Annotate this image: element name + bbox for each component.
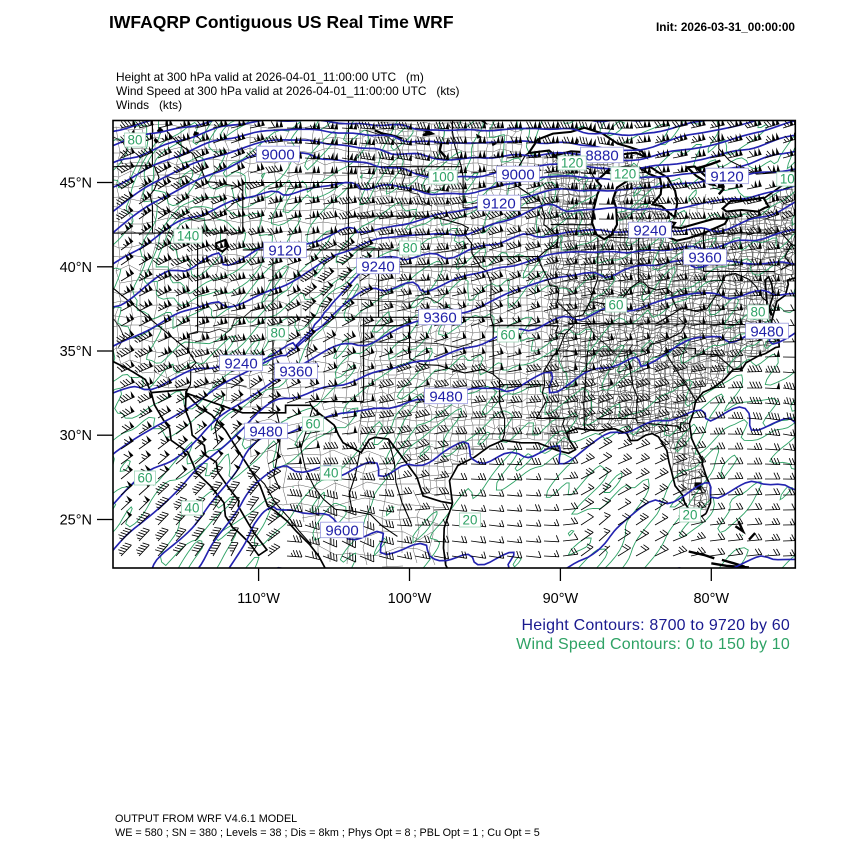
svg-text:25°N: 25°N: [60, 513, 92, 529]
svg-text:80: 80: [128, 133, 143, 148]
svg-text:Wind Speed Contours: 0 to 150: Wind Speed Contours: 0 to 150 by 10: [516, 636, 790, 653]
svg-text:35°N: 35°N: [60, 344, 92, 360]
svg-text:9480: 9480: [249, 423, 282, 440]
svg-text:140: 140: [177, 229, 199, 244]
svg-text:80: 80: [271, 326, 286, 341]
svg-text:60: 60: [138, 471, 153, 486]
svg-text:9240: 9240: [224, 355, 257, 372]
svg-text:45°N: 45°N: [60, 176, 92, 192]
svg-text:80: 80: [403, 241, 418, 256]
svg-text:9240: 9240: [633, 222, 666, 239]
svg-text:9240: 9240: [361, 258, 394, 275]
svg-text:OUTPUT FROM WRF V4.6.1 MODEL: OUTPUT FROM WRF V4.6.1 MODEL: [115, 813, 297, 825]
svg-text:30°N: 30°N: [60, 428, 92, 444]
svg-text:WE = 580 ; SN = 380 ; Levels =: WE = 580 ; SN = 380 ; Levels = 38 ; Dis …: [115, 827, 540, 839]
svg-text:100: 100: [432, 170, 454, 185]
svg-text:9120: 9120: [710, 168, 743, 185]
svg-text:IWFAQRP Contiguous US Real Tim: IWFAQRP Contiguous US Real Time WRF: [109, 12, 454, 32]
svg-text:9480: 9480: [750, 323, 783, 340]
svg-text:Wind Speed at 300 hPa valid at: Wind Speed at 300 hPa valid at 2026-04-0…: [116, 84, 460, 98]
svg-text:9120: 9120: [268, 242, 301, 259]
svg-text:20: 20: [463, 513, 478, 528]
svg-text:9600: 9600: [325, 522, 358, 539]
svg-text:9360: 9360: [688, 249, 721, 266]
svg-text:80: 80: [751, 305, 766, 320]
svg-text:8880: 8880: [585, 147, 618, 164]
svg-text:110°W: 110°W: [237, 591, 280, 607]
svg-text:Winds (kts): Winds (kts): [116, 98, 182, 112]
svg-text:100: 100: [780, 172, 802, 187]
svg-text:120: 120: [614, 167, 636, 182]
svg-text:120: 120: [561, 156, 583, 171]
svg-text:60: 60: [501, 328, 516, 343]
svg-text:9360: 9360: [423, 309, 456, 326]
svg-text:9120: 9120: [482, 195, 515, 212]
svg-text:Height Contours: 8700 to 9720: Height Contours: 8700 to 9720 by 60: [521, 617, 790, 634]
svg-text:9480: 9480: [429, 388, 462, 405]
svg-text:100°W: 100°W: [388, 591, 432, 607]
svg-text:9000: 9000: [261, 146, 294, 163]
svg-text:9360: 9360: [279, 363, 312, 380]
svg-text:Height at 300 hPa valid at 202: Height at 300 hPa valid at 2026-04-01_11…: [116, 70, 424, 84]
svg-text:9000: 9000: [501, 166, 534, 183]
svg-text:90°W: 90°W: [543, 591, 579, 607]
svg-text:60: 60: [306, 417, 321, 432]
svg-text:Init: 2026-03-31_00:00:00: Init: 2026-03-31_00:00:00: [656, 20, 795, 34]
svg-text:80°W: 80°W: [693, 591, 729, 607]
svg-text:40°N: 40°N: [60, 260, 92, 276]
svg-text:40: 40: [324, 466, 339, 481]
svg-text:40: 40: [185, 501, 200, 516]
svg-text:20: 20: [683, 508, 698, 523]
svg-text:60: 60: [609, 298, 624, 313]
